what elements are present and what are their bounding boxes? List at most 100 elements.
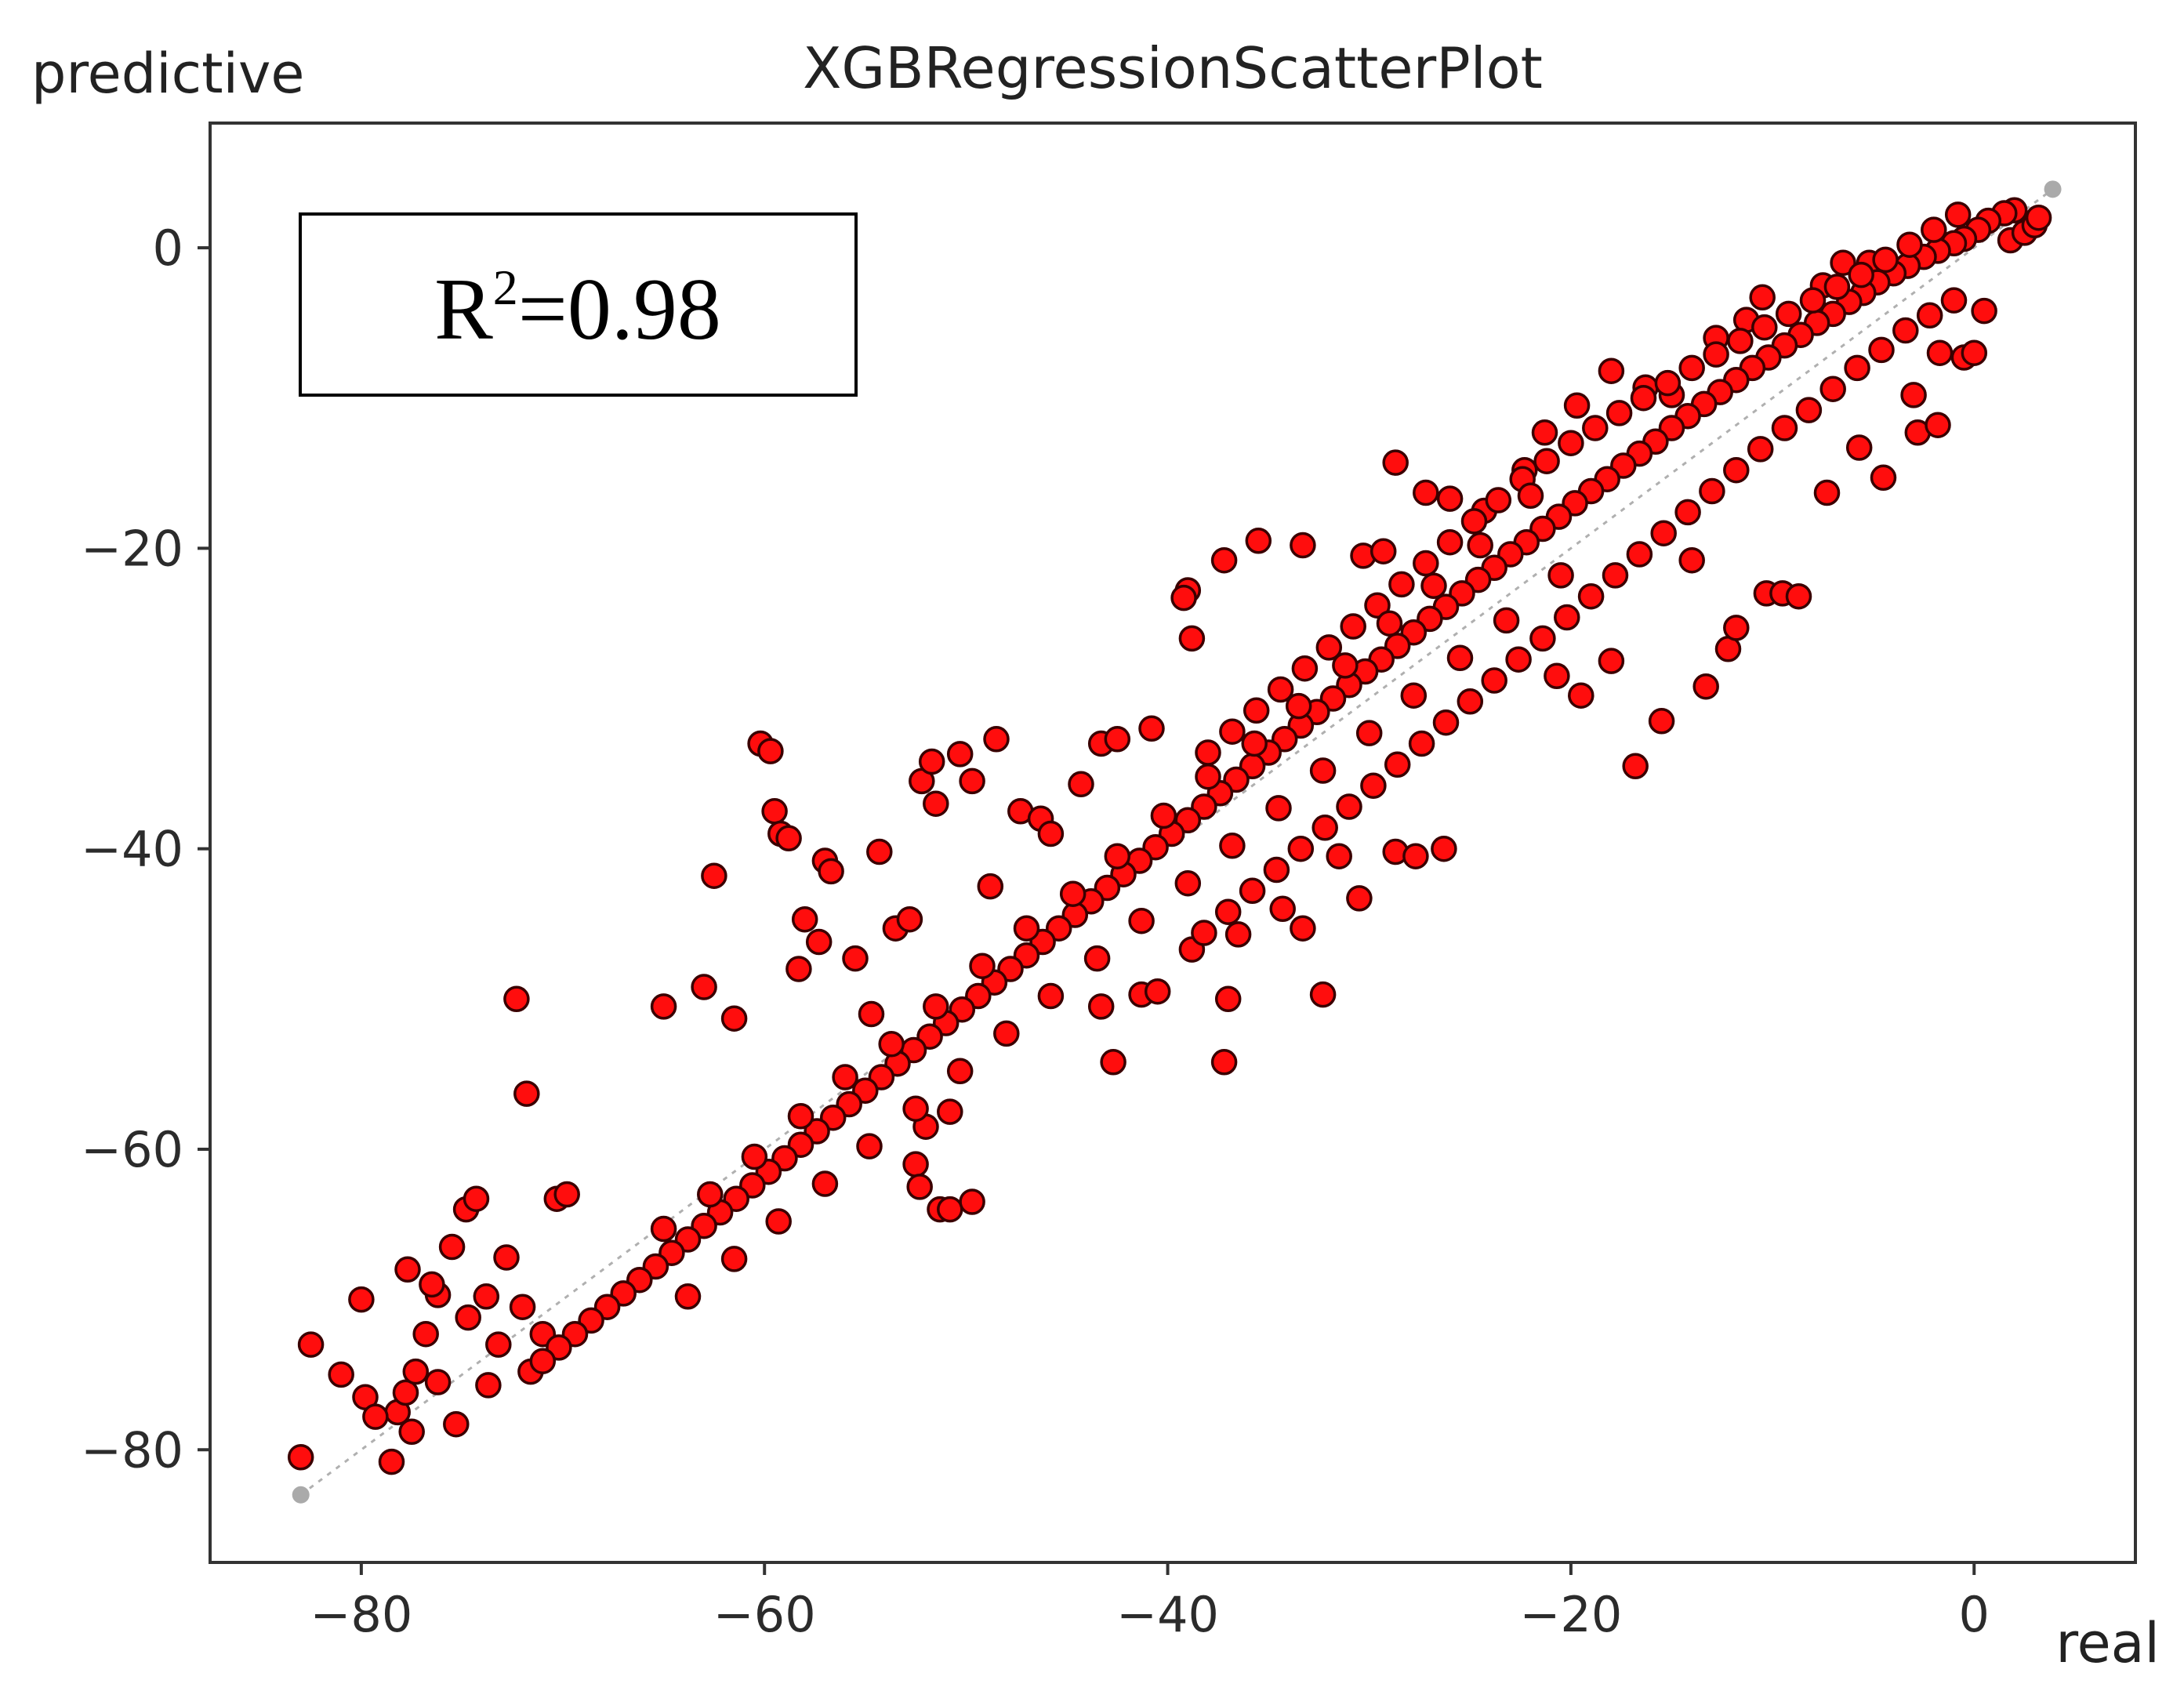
- data-point: [977, 873, 1004, 900]
- data-point: [1971, 297, 1997, 325]
- data-point: [1940, 287, 1968, 314]
- data-point: [1408, 730, 1435, 757]
- r-squared-value: =0.98: [518, 261, 721, 358]
- data-point: [946, 741, 974, 767]
- data-point: [1926, 339, 1954, 366]
- data-point: [902, 1151, 929, 1178]
- data-point: [485, 1331, 512, 1358]
- data-point: [983, 726, 1010, 753]
- data-point: [1517, 482, 1544, 510]
- data-point: [1823, 274, 1851, 300]
- data-point: [475, 1372, 502, 1399]
- data-point: [1678, 546, 1705, 574]
- data-point: [1285, 692, 1312, 720]
- data-point: [1432, 709, 1460, 736]
- data-point: [1210, 546, 1238, 574]
- data-point: [1481, 667, 1507, 694]
- data-point: [463, 1185, 490, 1212]
- data-point: [503, 985, 530, 1013]
- data-point: [1311, 815, 1338, 841]
- data-point: [1727, 328, 1754, 354]
- reference-end-marker: [2044, 180, 2062, 198]
- r-squared-box: [299, 212, 858, 397]
- data-point: [1340, 613, 1366, 640]
- data-point: [1402, 843, 1429, 869]
- data-point: [923, 790, 949, 817]
- data-point: [1239, 877, 1266, 905]
- data-point: [473, 1283, 500, 1310]
- data-point: [553, 1181, 580, 1208]
- reference-line: [299, 188, 2054, 1496]
- data-point: [1751, 314, 1778, 341]
- data-point: [1674, 499, 1701, 526]
- data-point: [1446, 644, 1474, 672]
- x-tick-label: 0: [1959, 1586, 1990, 1643]
- data-point: [1174, 869, 1202, 897]
- data-point: [1138, 715, 1165, 742]
- y-tick-label: −80: [81, 1421, 183, 1479]
- data-point: [1819, 376, 1846, 402]
- data-point: [362, 1403, 389, 1430]
- data-point: [1068, 771, 1094, 798]
- data-point: [993, 1020, 1020, 1047]
- data-point: [1654, 369, 1682, 397]
- data-point: [1795, 397, 1823, 423]
- data-point: [918, 748, 945, 775]
- data-point: [832, 1064, 858, 1090]
- data-point: [1420, 572, 1447, 600]
- data-point: [1263, 856, 1290, 884]
- data-point: [946, 1058, 974, 1085]
- data-point: [1493, 607, 1520, 634]
- data-point: [328, 1361, 354, 1388]
- data-point: [1267, 676, 1294, 703]
- data-point: [1309, 981, 1337, 1008]
- data-point: [1083, 945, 1111, 972]
- data-point: [811, 1170, 839, 1197]
- data-point: [937, 1098, 963, 1125]
- data-point: [1892, 317, 1919, 344]
- data-point: [1747, 436, 1774, 463]
- data-point: [1944, 201, 1972, 228]
- data-point: [1214, 898, 1242, 925]
- data-point: [1630, 384, 1657, 412]
- x-tick-label: −60: [713, 1586, 816, 1643]
- data-point: [1241, 730, 1268, 757]
- data-point: [1900, 382, 1927, 408]
- data-point: [959, 767, 985, 795]
- data-point: [412, 1320, 439, 1348]
- data-point: [1602, 562, 1629, 589]
- data-point: [896, 905, 923, 933]
- data-point: [697, 1181, 724, 1208]
- data-point: [1290, 532, 1316, 559]
- data-point: [1315, 634, 1343, 661]
- x-tick-label: −20: [1519, 1586, 1622, 1643]
- data-point: [287, 1444, 314, 1471]
- data-point: [1360, 772, 1387, 799]
- data-point: [443, 1410, 470, 1438]
- data-point: [378, 1448, 405, 1475]
- data-point: [1868, 336, 1895, 364]
- r-squared-base: R: [434, 261, 493, 358]
- data-point: [1577, 582, 1605, 610]
- data-point: [775, 825, 802, 852]
- data-point: [701, 862, 727, 889]
- data-point: [1605, 400, 1633, 426]
- data-point: [1467, 532, 1493, 559]
- data-point: [1870, 464, 1897, 492]
- data-point: [720, 1005, 748, 1032]
- data-point: [1100, 1049, 1126, 1076]
- data-point: [1558, 430, 1584, 456]
- reference-start-marker: [292, 1486, 310, 1504]
- data-point: [1290, 915, 1316, 942]
- data-point: [1678, 354, 1705, 382]
- data-point: [856, 1133, 883, 1159]
- data-point: [1400, 682, 1428, 709]
- data-point: [791, 905, 818, 933]
- data-point: [1382, 449, 1409, 476]
- data-point: [1219, 718, 1246, 745]
- y-tick-label: 0: [153, 220, 183, 277]
- data-point: [1460, 508, 1488, 535]
- data-point: [1533, 448, 1560, 474]
- data-point: [1326, 843, 1352, 869]
- data-point: [1626, 541, 1653, 568]
